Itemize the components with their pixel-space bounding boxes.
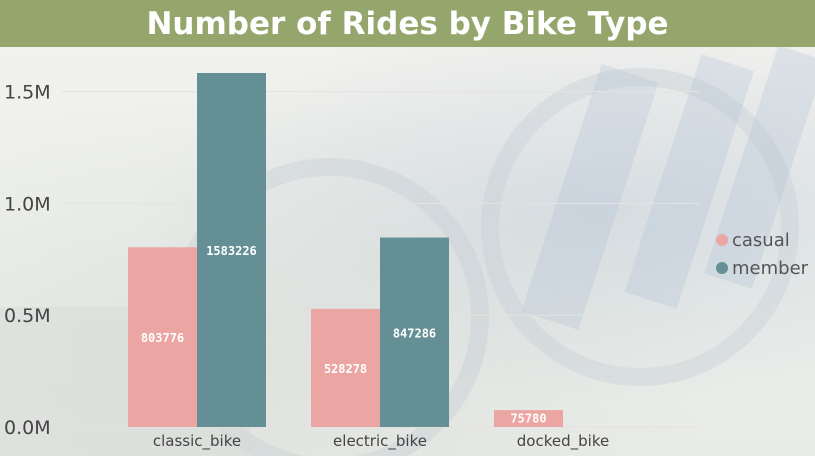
y-tick-label: 1.0M [4,193,51,215]
legend-label-member[interactable]: member [732,258,809,279]
chart-title: Number of Rides by Bike Type [146,5,669,42]
y-tick-label: 1.5M [4,82,51,104]
title-bar: Number of Rides by Bike Type [0,0,815,47]
legend-swatch-member [716,262,728,274]
bar-casual-classic_bike[interactable] [128,247,197,427]
data-label: 75780 [510,412,546,426]
data-label: 528278 [324,362,367,376]
bars [128,73,563,427]
data-label: 803776 [141,331,184,345]
y-axis-ticks: 0.0M 0.5M 1.0M 1.5M [4,82,51,439]
data-labels: 803776 1583226 528278 847286 75780 [141,244,547,426]
data-label: 847286 [393,326,436,340]
bar-member-electric_bike[interactable] [380,237,449,427]
bar-casual-docked_bike[interactable] [494,410,563,427]
y-tick-label: 0.5M [4,305,51,327]
x-tick-label: docked_bike [517,432,609,451]
bar-casual-electric_bike[interactable] [311,308,380,427]
legend-swatch-casual [716,234,728,246]
x-axis-ticks: classic_bike electric_bike docked_bike [153,432,609,451]
x-tick-label: classic_bike [153,432,241,451]
y-tick-label: 0.0M [4,417,51,439]
x-tick-label: electric_bike [333,432,427,451]
legend-label-casual[interactable]: casual [732,230,790,251]
bar-member-classic_bike[interactable] [197,73,266,427]
legend: casual member [716,230,809,279]
data-label: 1583226 [206,244,257,258]
